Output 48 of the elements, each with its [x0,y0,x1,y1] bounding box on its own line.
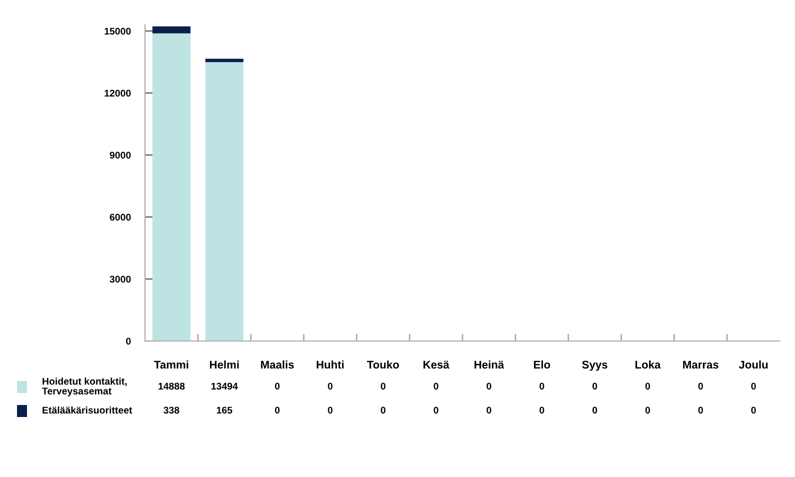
data-label: 0 [540,382,544,390]
legend-label: Etälääkärisuoritteet [42,406,132,414]
data-label: 0 [328,382,333,390]
data-label: 0 [486,406,492,414]
bar [152,33,191,341]
data-label: 0 [328,406,333,414]
data-label: 0 [434,406,438,414]
x-tick-label: Joulu [738,360,768,369]
y-tick-label: 9000 [110,152,131,159]
x-tick-label: Kesä [424,360,450,369]
y-tick-label: 15000 [104,28,131,35]
x-tick-label: Maalis [261,360,294,369]
bar [152,26,191,34]
data-label: 0 [698,382,703,390]
legend-label: Hoidetut kontaktit, Terveysasemat [42,378,127,396]
data-label: 0 [380,406,386,414]
x-tick-label: Touko [366,360,399,369]
y-tick-label: 6000 [110,214,131,221]
data-label: 0 [645,382,650,390]
data-label: 0 [698,406,703,414]
data-label: 0 [434,382,438,390]
data-label: 165 [216,406,232,414]
y-tick-label: 12000 [104,90,131,97]
data-label: 14888 [158,382,185,390]
bar [205,62,244,341]
data-label: 0 [380,382,386,390]
data-label: 338 [164,406,180,414]
x-tick-label: Elo [534,360,550,369]
y-tick-label: 3000 [110,276,131,283]
data-label: 0 [274,406,280,414]
data-label: 0 [486,382,492,390]
data-label: 0 [592,382,598,390]
data-label: 0 [751,406,756,414]
x-tick-label: Tammi [154,360,188,369]
x-tick-label: Huhti [316,360,344,369]
data-label: 0 [751,382,756,390]
data-label: 0 [592,406,598,414]
y-tick-label: 0 [126,338,131,345]
x-tick-label: Marras [683,360,718,369]
x-tick-label: Syys [582,360,608,371]
bar [205,58,244,62]
x-tick-label: Helmi [210,360,239,369]
x-tick-label: Loka [635,360,661,369]
data-label: 0 [645,406,650,414]
data-label: 13494 [211,382,238,390]
data-label: 0 [540,406,544,414]
x-tick-label: Heinä [474,360,504,369]
data-label: 0 [274,382,280,390]
